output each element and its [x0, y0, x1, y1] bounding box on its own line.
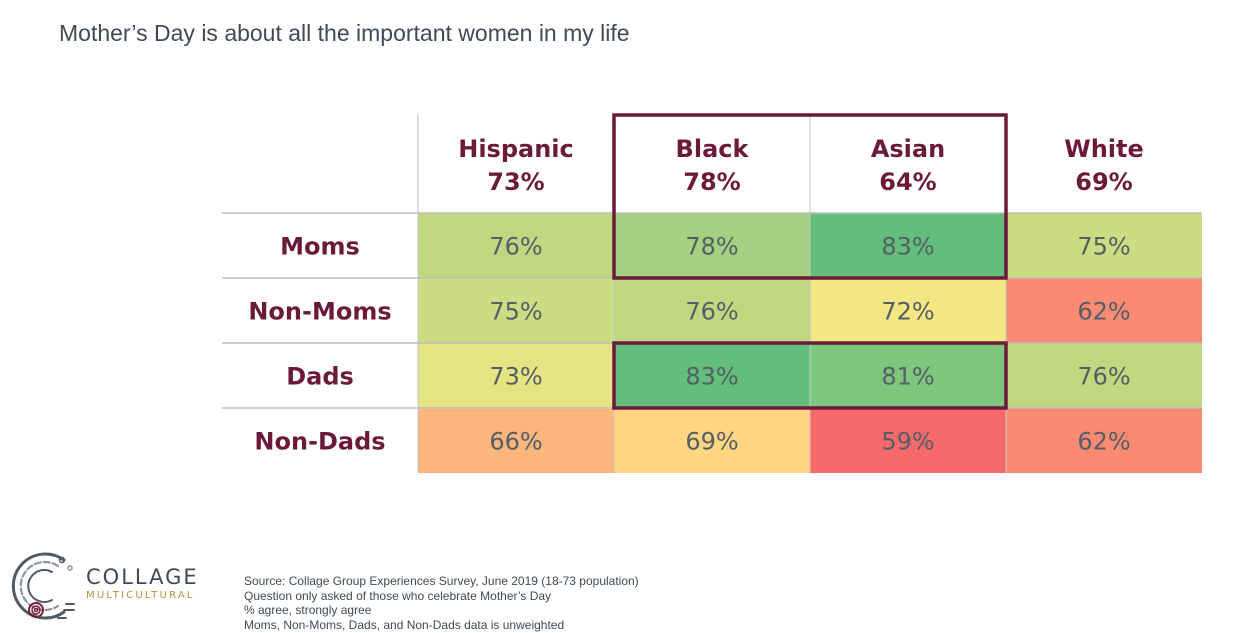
- cell-moms-black: [614, 213, 810, 278]
- brand-name: COLLAGE: [86, 565, 199, 589]
- cell-value-non-dads-asian: 59%: [881, 428, 934, 456]
- column-total-black: 78%: [683, 168, 740, 196]
- column-header-hispanic: Hispanic: [458, 135, 574, 163]
- collage-logo-icon: [11, 552, 75, 620]
- cell-value-non-moms-hispanic: 75%: [489, 298, 542, 326]
- row-label-non-moms: Non-Moms: [248, 298, 391, 326]
- footnote-measure: % agree, strongly agree: [244, 603, 372, 617]
- brand-lockup: COLLAGE MULTICULTURAL: [86, 566, 199, 601]
- cell-non-dads-black: [614, 408, 810, 473]
- cell-moms-asian: [810, 213, 1006, 278]
- page-title: Mother’s Day is about all the important …: [59, 20, 630, 46]
- cell-value-non-moms-asian: 72%: [881, 298, 934, 326]
- cell-dads-hispanic: [418, 343, 614, 408]
- highlight-box-moms: [612, 113, 1008, 280]
- footnote-source: Source: Collage Group Experiences Survey…: [244, 574, 639, 588]
- cell-value-dads-asian: 81%: [881, 363, 934, 391]
- column-total-asian: 64%: [879, 168, 936, 196]
- cell-non-dads-hispanic: [418, 408, 614, 473]
- row-label-moms: Moms: [280, 233, 360, 261]
- cell-value-non-dads-black: 69%: [685, 428, 738, 456]
- column-header-black: Black: [676, 135, 750, 163]
- footnote-weighting: Moms, Non-Moms, Dads, and Non-Dads data …: [244, 617, 565, 632]
- cell-non-moms-asian: [810, 278, 1006, 343]
- brand-subtitle: MULTICULTURAL: [86, 590, 195, 601]
- cell-non-dads-white: [1006, 408, 1202, 473]
- column-total-hispanic: 73%: [487, 168, 544, 196]
- cell-moms-hispanic: [418, 213, 614, 278]
- column-header-white: White: [1064, 135, 1144, 163]
- cell-value-non-dads-hispanic: 66%: [489, 428, 542, 456]
- footnote-question: Question only asked of those who celebra…: [244, 588, 552, 603]
- cell-non-dads-asian: [810, 408, 1006, 473]
- cell-value-dads-hispanic: 73%: [489, 363, 542, 391]
- highlight-box-dads: [612, 341, 1008, 410]
- cell-non-moms-hispanic: [418, 278, 614, 343]
- cell-value-moms-hispanic: 76%: [489, 233, 542, 261]
- cell-value-non-dads-white: 62%: [1077, 428, 1130, 456]
- cell-value-dads-black: 83%: [685, 363, 738, 391]
- cell-value-non-moms-black: 76%: [685, 298, 738, 326]
- footnotes: Source: Collage Group Experiences Survey…: [244, 574, 639, 632]
- column-total-white: 69%: [1075, 168, 1132, 196]
- cell-value-moms-white: 75%: [1077, 233, 1130, 261]
- cell-moms-white: [1006, 213, 1202, 278]
- row-label-dads: Dads: [286, 363, 354, 391]
- cell-value-moms-asian: 83%: [881, 233, 934, 261]
- column-header-asian: Asian: [871, 135, 945, 163]
- cell-non-moms-white: [1006, 278, 1202, 343]
- cell-dads-asian: [810, 343, 1006, 408]
- cell-value-dads-white: 76%: [1077, 363, 1130, 391]
- cell-dads-black: [614, 343, 810, 408]
- cell-value-non-moms-white: 62%: [1077, 298, 1130, 326]
- cell-non-moms-black: [614, 278, 810, 343]
- row-label-non-dads: Non-Dads: [254, 428, 385, 456]
- cell-value-moms-black: 78%: [685, 233, 738, 261]
- cell-dads-white: [1006, 343, 1202, 408]
